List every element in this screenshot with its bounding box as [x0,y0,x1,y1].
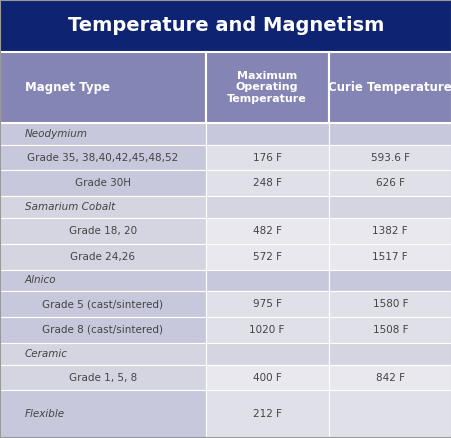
Text: 176 F: 176 F [252,152,281,162]
Bar [328,52,451,123]
Text: 248 F: 248 F [252,178,281,188]
Bar [205,291,328,317]
Bar [328,244,451,269]
Bar [0,218,205,244]
Bar [328,390,451,438]
Text: 1517 F: 1517 F [372,252,407,261]
Bar [205,52,328,123]
Bar [328,218,451,244]
Bar [0,52,205,123]
Text: 1580 F: 1580 F [372,299,407,309]
Bar [205,365,328,390]
Text: 1508 F: 1508 F [372,325,407,335]
Bar [0,0,451,52]
Bar [205,170,328,196]
Text: Ceramic: Ceramic [25,349,68,359]
Bar [205,196,328,218]
Text: 975 F: 975 F [252,299,281,309]
Text: 572 F: 572 F [252,252,281,261]
Bar [328,123,451,145]
Text: Curie Temperature: Curie Temperature [328,81,451,94]
Bar [0,269,205,291]
Bar [328,145,451,170]
Text: Neodymium: Neodymium [25,129,87,139]
Bar [328,291,451,317]
Bar [205,123,328,145]
Bar [205,145,328,170]
Text: Alnico: Alnico [25,276,56,286]
Text: Magnet Type: Magnet Type [25,81,110,94]
Text: Flexible: Flexible [25,409,64,419]
Text: 626 F: 626 F [375,178,404,188]
Bar [205,317,328,343]
Text: Grade 30H: Grade 30H [75,178,130,188]
Text: 842 F: 842 F [375,373,404,382]
Text: 1382 F: 1382 F [372,226,407,236]
Bar [328,170,451,196]
Bar [328,317,451,343]
Text: 400 F: 400 F [252,373,281,382]
Bar [0,317,205,343]
Bar [328,196,451,218]
Text: 482 F: 482 F [252,226,281,236]
Bar [0,343,205,365]
Bar [205,269,328,291]
Text: Grade 5 (cast/sintered): Grade 5 (cast/sintered) [42,299,163,309]
Bar [0,196,205,218]
Bar [0,365,205,390]
Bar [205,244,328,269]
Bar [0,145,205,170]
Text: Grade 8 (cast/sintered): Grade 8 (cast/sintered) [42,325,163,335]
Bar [328,343,451,365]
Bar [328,269,451,291]
Text: 593.6 F: 593.6 F [370,152,409,162]
Text: Maximum
Operating
Temperature: Maximum Operating Temperature [227,71,306,104]
Bar [205,343,328,365]
Bar [0,291,205,317]
Bar [0,123,205,145]
Text: Grade 1, 5, 8: Grade 1, 5, 8 [69,373,137,382]
Bar [205,390,328,438]
Bar [205,218,328,244]
Text: Grade 24,26: Grade 24,26 [70,252,135,261]
Text: Samarium Cobalt: Samarium Cobalt [25,202,115,212]
Text: Grade 18, 20: Grade 18, 20 [69,226,137,236]
Bar [0,390,205,438]
Bar [328,365,451,390]
Text: Temperature and Magnetism: Temperature and Magnetism [68,16,383,35]
Text: Grade 35, 38,40,42,45,48,52: Grade 35, 38,40,42,45,48,52 [27,152,178,162]
Text: 212 F: 212 F [252,409,281,419]
Text: 1020 F: 1020 F [249,325,284,335]
Bar [0,170,205,196]
Bar [0,244,205,269]
